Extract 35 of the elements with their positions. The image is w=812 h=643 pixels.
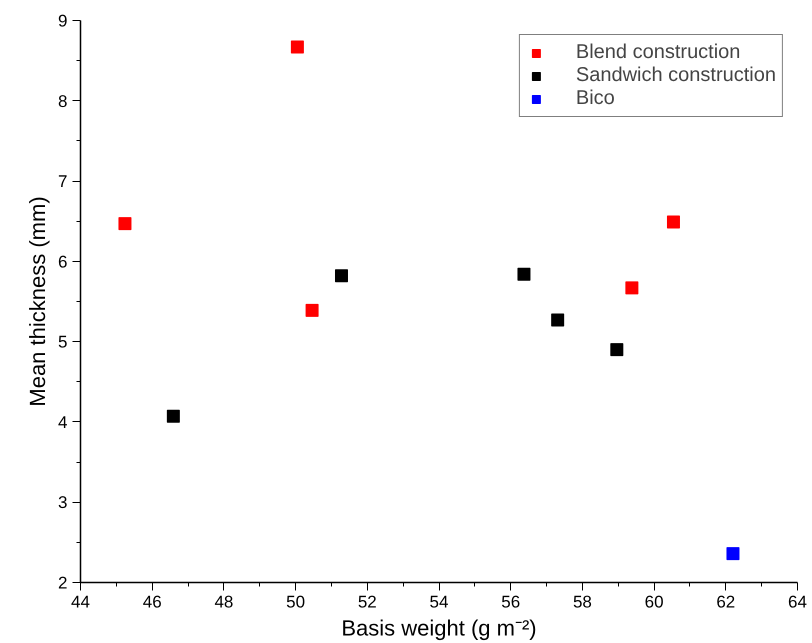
x-axis-title: Basis weight (g m⁻²) bbox=[341, 616, 537, 640]
x-tick-label: 50 bbox=[286, 592, 306, 612]
y-axis-title: Mean thickness (mm) bbox=[25, 196, 50, 407]
x-tick-label: 60 bbox=[644, 592, 664, 612]
x-tick-label: 44 bbox=[71, 592, 90, 612]
x-tick-label: 52 bbox=[358, 592, 377, 612]
point bbox=[166, 410, 180, 423]
point bbox=[666, 216, 680, 229]
x-tick-label: 56 bbox=[501, 592, 520, 612]
point bbox=[726, 547, 740, 560]
x-tick-label: 58 bbox=[572, 592, 592, 612]
x-tick-label: 62 bbox=[716, 592, 736, 612]
point bbox=[551, 313, 564, 326]
y-tick-label: 4 bbox=[58, 412, 68, 432]
point bbox=[610, 343, 624, 356]
legend-label: Sandwich construction bbox=[576, 64, 776, 87]
point bbox=[334, 269, 348, 282]
y-tick-label: 7 bbox=[58, 172, 68, 192]
y-tick-label: 6 bbox=[58, 252, 68, 272]
y-tick-label: 9 bbox=[58, 12, 68, 30]
x-tick-label: 54 bbox=[430, 592, 448, 612]
y-tick-label: 2 bbox=[58, 574, 68, 592]
point bbox=[625, 281, 638, 294]
x-tick-label: 48 bbox=[214, 592, 234, 612]
y-tick-label: 8 bbox=[58, 92, 68, 111]
y-tick-label: 3 bbox=[58, 493, 68, 512]
x-tick-label: 46 bbox=[142, 592, 162, 612]
point bbox=[517, 268, 530, 281]
legend-label: Blend construction bbox=[576, 41, 740, 64]
legend-label: Bico bbox=[576, 87, 615, 110]
point bbox=[306, 304, 319, 317]
y-tick-label: 5 bbox=[58, 332, 68, 352]
point bbox=[118, 217, 132, 230]
x-tick-label: 64 bbox=[788, 592, 807, 612]
point bbox=[290, 40, 304, 54]
